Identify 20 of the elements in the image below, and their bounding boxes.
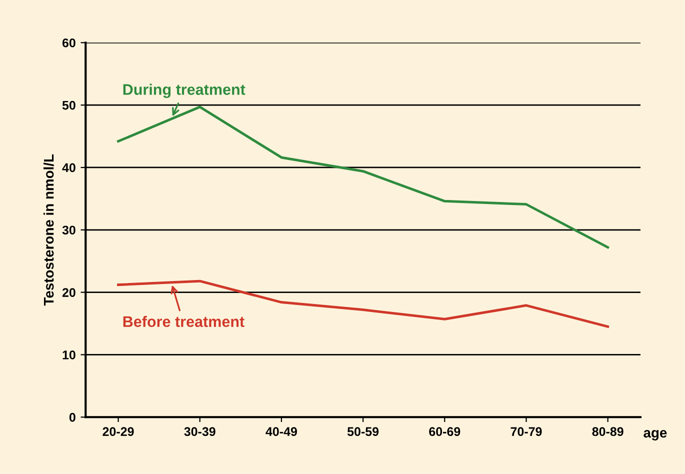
line-series [117, 106, 610, 249]
x-tick-label: 60-69 [429, 427, 460, 436]
y-tick-label: 20 [62, 288, 76, 297]
x-tick-label: 40-49 [266, 427, 297, 436]
series-label: During treatment [123, 84, 246, 98]
y-tick-label: 10 [62, 350, 76, 360]
x-tick-label: 80-89 [592, 427, 624, 436]
y-tick-label: 60 [62, 38, 76, 48]
x-axis-title: age [644, 430, 667, 440]
y-axis-title: Testosterone in nmol/L [44, 154, 54, 306]
y-tick-label: 40 [62, 163, 76, 172]
x-tick-label: 50-59 [347, 427, 379, 436]
y-tick-label: 0 [69, 412, 76, 422]
legend-label: Before treatment [123, 316, 244, 328]
y-tick-label: 30 [62, 226, 76, 235]
x-tick-label: 30-39 [184, 427, 216, 436]
x-tick-label: 70-79 [510, 427, 542, 436]
x-tick-label: 20-29 [102, 427, 134, 436]
line-series [117, 280, 610, 328]
y-tick-label: 50 [62, 100, 76, 110]
